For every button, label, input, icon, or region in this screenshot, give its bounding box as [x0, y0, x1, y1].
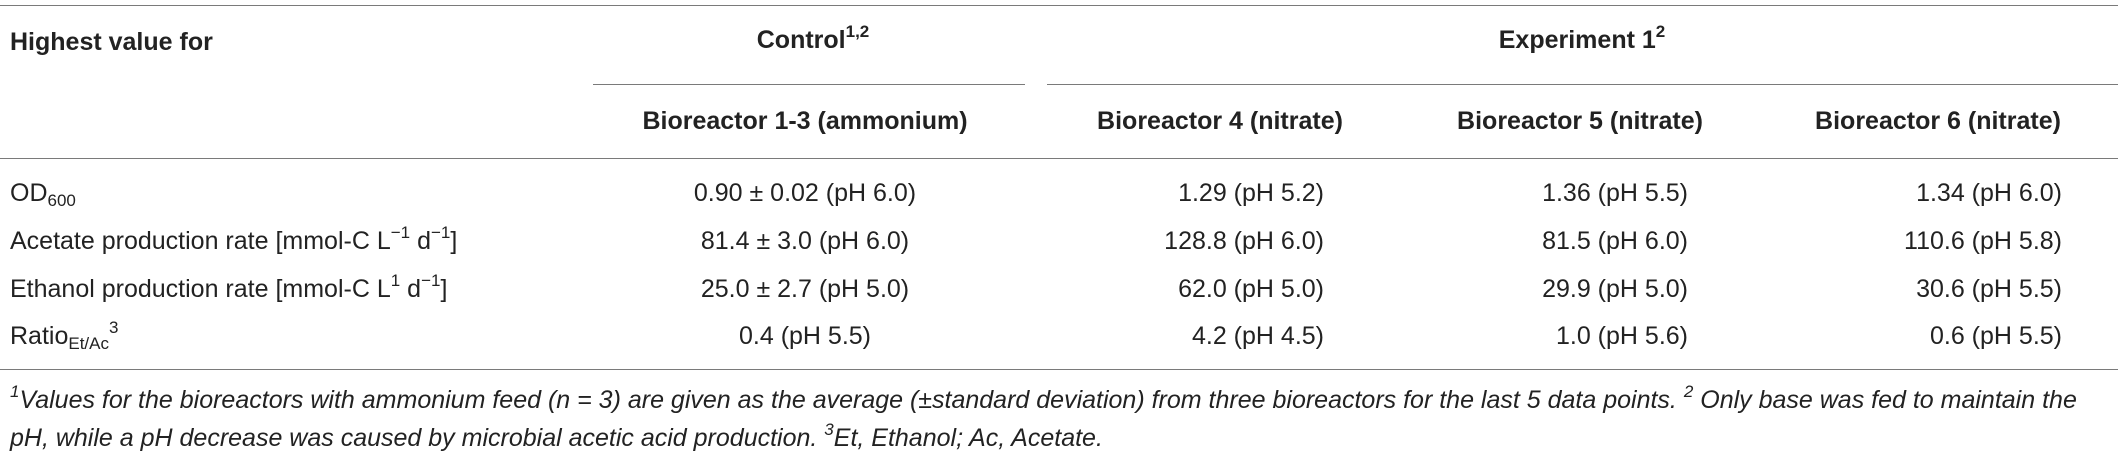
- table-cell: 1.36 (pH 5.5): [1542, 179, 1688, 207]
- row-label-subscript: 600: [47, 191, 76, 210]
- row-label: RatioEt/Ac3: [10, 318, 119, 353]
- row-label-text: Acetate production rate [mmol-C L: [10, 227, 391, 255]
- row-label-text: Ethanol production rate [mmol-C L: [10, 275, 391, 303]
- experiment-label: Experiment 1: [1498, 26, 1656, 54]
- column-header: Bioreactor 4 (nitrate): [1097, 107, 1343, 135]
- row-label-superscript: 3: [109, 318, 119, 337]
- experiment-superscript: 2: [1655, 22, 1666, 41]
- table-cell: 128.8 (pH 6.0): [1164, 227, 1324, 255]
- table-cell: 62.0 (pH 5.0): [1178, 275, 1324, 303]
- footnote-text: Only base was fed to maintain the pH, wh…: [10, 386, 2077, 452]
- table-cell: 1.34 (pH 6.0): [1916, 179, 2062, 207]
- column-header: Bioreactor 5 (nitrate): [1457, 107, 1703, 135]
- control-label: Control: [756, 26, 846, 54]
- table-cell: 0.6 (pH 5.5): [1929, 322, 2062, 350]
- table-cell: 81.4 ± 3.0 (pH 6.0): [700, 227, 910, 255]
- experiment-group-header: Experiment 12: [1498, 22, 1666, 55]
- control-group-header: Control1,2: [756, 22, 870, 55]
- row-label-superscript: −1: [421, 271, 441, 290]
- column-header: Bioreactor 6 (nitrate): [1815, 107, 2061, 135]
- header-bottom-rule: [0, 158, 2118, 159]
- table-cell: 0.90 ± 0.02 (pH 6.0): [693, 179, 917, 207]
- row-label-text: OD: [10, 179, 48, 207]
- table-footnote: 1Values for the bioreactors with ammoniu…: [10, 381, 2110, 457]
- table-cell: 25.0 ± 2.7 (pH 5.0): [700, 275, 910, 303]
- row-label-superscript: −1: [430, 223, 451, 242]
- row-label-superscript: −1: [390, 223, 411, 242]
- table-cell: 1.0 (pH 5.6): [1555, 322, 1688, 350]
- footnote-marker: 2: [1683, 382, 1694, 401]
- table-cell: 29.9 (pH 5.0): [1542, 275, 1688, 303]
- control-superscript: 1,2: [845, 22, 870, 41]
- experiment-group-rule: [1047, 84, 2118, 85]
- row-label-superscript: 1: [390, 271, 401, 290]
- row-label-text: Ratio: [10, 322, 69, 350]
- row-label: Acetate production rate [mmol-C L−1 d−1]: [10, 223, 458, 256]
- row-label: Ethanol production rate [mmol-C L1 d−1]: [10, 271, 448, 304]
- row-label-text: ]: [450, 227, 458, 255]
- table-cell: 1.29 (pH 5.2): [1178, 179, 1324, 207]
- table-cell: 30.6 (pH 5.5): [1916, 275, 2062, 303]
- row-label: OD600: [10, 178, 76, 210]
- row-label-text: ]: [440, 275, 448, 303]
- table-cell: 0.4 (pH 5.5): [738, 322, 872, 350]
- footnote-marker: 1: [10, 382, 20, 401]
- top-rule: [0, 5, 2118, 6]
- body-bottom-rule: [0, 369, 2118, 370]
- footnote-text: Values for the bioreactors with ammonium…: [19, 386, 1684, 414]
- row-label-header: Highest value for: [10, 28, 213, 56]
- footnote-marker: 3: [824, 420, 834, 439]
- row-label-text: d: [410, 227, 431, 255]
- table-cell: 110.6 (pH 5.8): [1904, 227, 2062, 255]
- table-cell: 81.5 (pH 6.0): [1542, 227, 1688, 255]
- column-header: Bioreactor 1-3 (ammonium): [642, 107, 968, 135]
- row-label-text: d: [400, 275, 422, 303]
- table-cell: 4.2 (pH 4.5): [1191, 322, 1324, 350]
- control-group-rule: [593, 84, 1025, 85]
- footnote-text: Et, Ethanol; Ac, Acetate.: [833, 424, 1103, 452]
- row-label-subscript: Et/Ac: [68, 334, 109, 353]
